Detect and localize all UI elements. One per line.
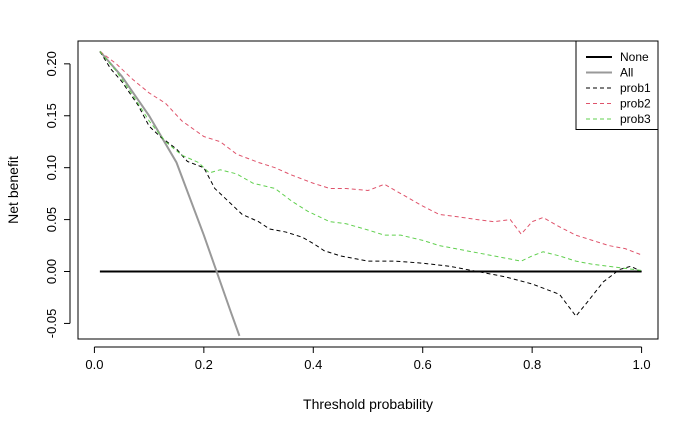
y-tick-label: 0.10 bbox=[44, 155, 59, 180]
x-tick-label: 1.0 bbox=[633, 357, 651, 372]
series-line-prob2 bbox=[99, 50, 642, 256]
series-layer bbox=[99, 50, 642, 337]
legend-label-none: None bbox=[620, 50, 649, 64]
series-line-prob1 bbox=[99, 51, 642, 317]
x-tick-label: 0.0 bbox=[85, 357, 103, 372]
plot-frame bbox=[77, 40, 659, 340]
legend-label-prob1: prob1 bbox=[620, 81, 651, 95]
series-line-all bbox=[99, 50, 241, 337]
y-tick-label: 0.20 bbox=[44, 51, 59, 76]
legend-box bbox=[575, 40, 659, 130]
x-tick-label: 0.8 bbox=[523, 357, 541, 372]
y-tick-label: 0.00 bbox=[44, 259, 59, 284]
y-tick-label: 0.15 bbox=[44, 103, 59, 128]
y-tick-label: -0.05 bbox=[44, 309, 59, 339]
x-tick-label: 0.2 bbox=[195, 357, 213, 372]
x-axis: 0.0 0.2 0.4 0.6 0.8 1.0 bbox=[85, 346, 651, 372]
x-tick-label: 0.4 bbox=[304, 357, 322, 372]
legend-label-prob3: prob3 bbox=[620, 112, 651, 126]
legend-label-prob2: prob2 bbox=[620, 97, 651, 111]
y-axis-title: Net benefit bbox=[5, 156, 21, 224]
x-tick-label: 0.6 bbox=[414, 357, 432, 372]
y-tick-label: 0.05 bbox=[44, 207, 59, 232]
legend-label-all: All bbox=[620, 66, 633, 80]
series-line-prob3 bbox=[99, 51, 642, 271]
x-axis-title: Threshold probability bbox=[303, 396, 433, 412]
y-axis: -0.05 0.00 0.05 0.10 0.15 0.20 bbox=[44, 51, 71, 339]
